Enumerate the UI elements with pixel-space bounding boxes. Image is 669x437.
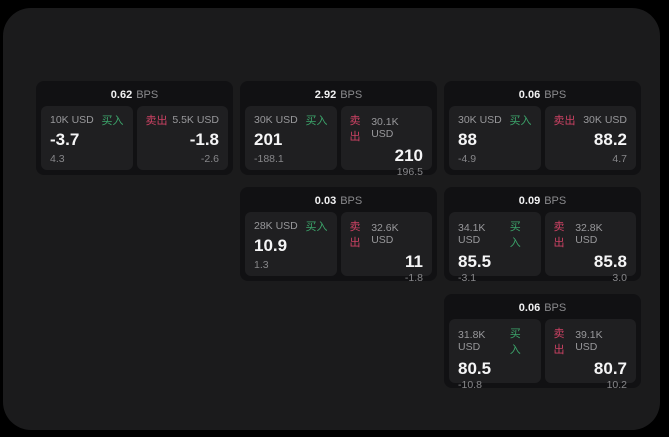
buy-price: 88 bbox=[458, 130, 477, 149]
quote-card-1: 0.62 BPS 10K USD 买入 -3.7 4.3 卖出 5.5K USD… bbox=[36, 81, 233, 175]
buy-panel[interactable]: 30K USD 买入 88 -4.9 bbox=[449, 106, 541, 170]
bps-value: 0.06 bbox=[518, 301, 541, 314]
quote-card-6: 0.06 BPS 31.8K USD 买入 80.5 -10.8 卖出 39.1… bbox=[444, 294, 641, 388]
bps-header: 0.06 BPS bbox=[444, 294, 641, 318]
buy-panel[interactable]: 34.1K USD 买入 85.5 -3.1 bbox=[449, 212, 541, 281]
bps-unit-label: BPS bbox=[544, 88, 567, 101]
bps-header: 2.92 BPS bbox=[240, 81, 437, 105]
sell-amount: 32.8K USD bbox=[575, 222, 603, 246]
sell-tag: 卖出 bbox=[349, 115, 361, 143]
buy-change: -4.9 bbox=[458, 153, 477, 165]
sell-panel[interactable]: 卖出 30K USD 88.2 4.7 bbox=[544, 106, 636, 170]
bps-header: 0.06 BPS bbox=[444, 81, 641, 105]
sell-price: 80.7 bbox=[593, 359, 627, 378]
sell-panel[interactable]: 卖出 5.5K USD -1.8 -2.6 bbox=[136, 106, 228, 170]
buy-tag: 买入 bbox=[101, 115, 124, 127]
quotes-panel: 0.62 BPS 10K USD 买入 -3.7 4.3 卖出 5.5K USD… bbox=[3, 8, 660, 430]
bps-unit-label: BPS bbox=[136, 88, 159, 101]
bps-value: 0.62 bbox=[110, 88, 133, 101]
buy-tag: 买入 bbox=[509, 115, 532, 127]
bps-unit-label: BPS bbox=[544, 301, 567, 314]
buy-panel[interactable]: 10K USD 买入 -3.7 4.3 bbox=[41, 106, 133, 170]
buy-change: -10.8 bbox=[458, 378, 482, 388]
sell-amount: 5.5K USD bbox=[172, 114, 219, 126]
buy-amount: 31.8K USD bbox=[458, 329, 486, 353]
sell-amount: 30K USD bbox=[583, 114, 627, 126]
sell-panel[interactable]: 卖出 39.1K USD 80.7 10.2 bbox=[544, 319, 636, 388]
sell-price: 11 bbox=[405, 252, 423, 271]
bps-value: 0.06 bbox=[518, 88, 541, 101]
quote-card-4: 0.03 BPS 28K USD 买入 10.9 1.3 卖出 32.6K US… bbox=[240, 187, 437, 281]
bps-value: 0.03 bbox=[314, 194, 337, 207]
bps-header: 0.03 BPS bbox=[240, 187, 437, 211]
bps-value: 2.92 bbox=[314, 88, 337, 101]
sell-change: 10.2 bbox=[606, 378, 627, 388]
bps-unit-label: BPS bbox=[340, 88, 363, 101]
sell-price: 210 bbox=[394, 146, 423, 165]
buy-price: 201 bbox=[254, 130, 283, 149]
buy-panel[interactable]: 31.8K USD 买入 80.5 -10.8 bbox=[449, 319, 541, 388]
buy-panel[interactable]: 28K USD 买入 10.9 1.3 bbox=[245, 212, 337, 276]
sell-panel[interactable]: 卖出 32.8K USD 85.8 3.0 bbox=[544, 212, 636, 281]
bps-value: 0.09 bbox=[518, 194, 541, 207]
buy-amount: 30K USD bbox=[254, 114, 298, 126]
buy-price: 85.5 bbox=[458, 252, 492, 271]
sell-tag: 卖出 bbox=[145, 115, 168, 127]
buy-price: 10.9 bbox=[254, 236, 288, 255]
sell-tag: 卖出 bbox=[553, 115, 576, 127]
sell-amount: 30.1K USD bbox=[371, 116, 399, 140]
buy-change: 1.3 bbox=[254, 259, 269, 271]
buy-amount: 34.1K USD bbox=[458, 222, 486, 246]
sell-tag: 卖出 bbox=[553, 328, 565, 356]
sell-panel[interactable]: 卖出 30.1K USD 210 196.5 bbox=[340, 106, 432, 175]
sell-change: 3.0 bbox=[612, 271, 627, 281]
sell-price: 88.2 bbox=[593, 130, 627, 149]
sell-tag: 卖出 bbox=[553, 221, 565, 249]
bps-unit-label: BPS bbox=[340, 194, 363, 207]
sell-price: 85.8 bbox=[593, 252, 627, 271]
buy-panel[interactable]: 30K USD 买入 201 -188.1 bbox=[245, 106, 337, 170]
sell-tag: 卖出 bbox=[349, 221, 361, 249]
buy-change: -3.1 bbox=[458, 271, 477, 281]
buy-change: 4.3 bbox=[50, 153, 65, 165]
sell-change: -1.8 bbox=[404, 271, 423, 281]
bps-header: 0.09 BPS bbox=[444, 187, 641, 211]
sell-amount: 39.1K USD bbox=[575, 329, 603, 353]
buy-tag: 买入 bbox=[305, 221, 328, 233]
buy-amount: 10K USD bbox=[50, 114, 94, 126]
sell-change: 196.5 bbox=[396, 165, 423, 175]
buy-tag: 买入 bbox=[509, 221, 521, 249]
buy-amount: 30K USD bbox=[458, 114, 502, 126]
bps-header: 0.62 BPS bbox=[36, 81, 233, 105]
bps-unit-label: BPS bbox=[544, 194, 567, 207]
buy-price: -3.7 bbox=[50, 130, 80, 149]
sell-price: -1.8 bbox=[189, 130, 219, 149]
buy-tag: 买入 bbox=[509, 328, 521, 356]
buy-amount: 28K USD bbox=[254, 220, 298, 232]
sell-panel[interactable]: 卖出 32.6K USD 11 -1.8 bbox=[340, 212, 432, 281]
quote-card-5: 0.09 BPS 34.1K USD 买入 85.5 -3.1 卖出 32.8K… bbox=[444, 187, 641, 281]
sell-change: -2.6 bbox=[200, 153, 219, 165]
quote-card-2: 2.92 BPS 30K USD 买入 201 -188.1 卖出 30.1K … bbox=[240, 81, 437, 175]
buy-price: 80.5 bbox=[458, 359, 492, 378]
sell-amount: 32.6K USD bbox=[371, 222, 399, 246]
sell-change: 4.7 bbox=[612, 153, 627, 165]
quote-card-3: 0.06 BPS 30K USD 买入 88 -4.9 卖出 30K USD 8… bbox=[444, 81, 641, 175]
buy-tag: 买入 bbox=[305, 115, 328, 127]
buy-change: -188.1 bbox=[254, 153, 284, 165]
